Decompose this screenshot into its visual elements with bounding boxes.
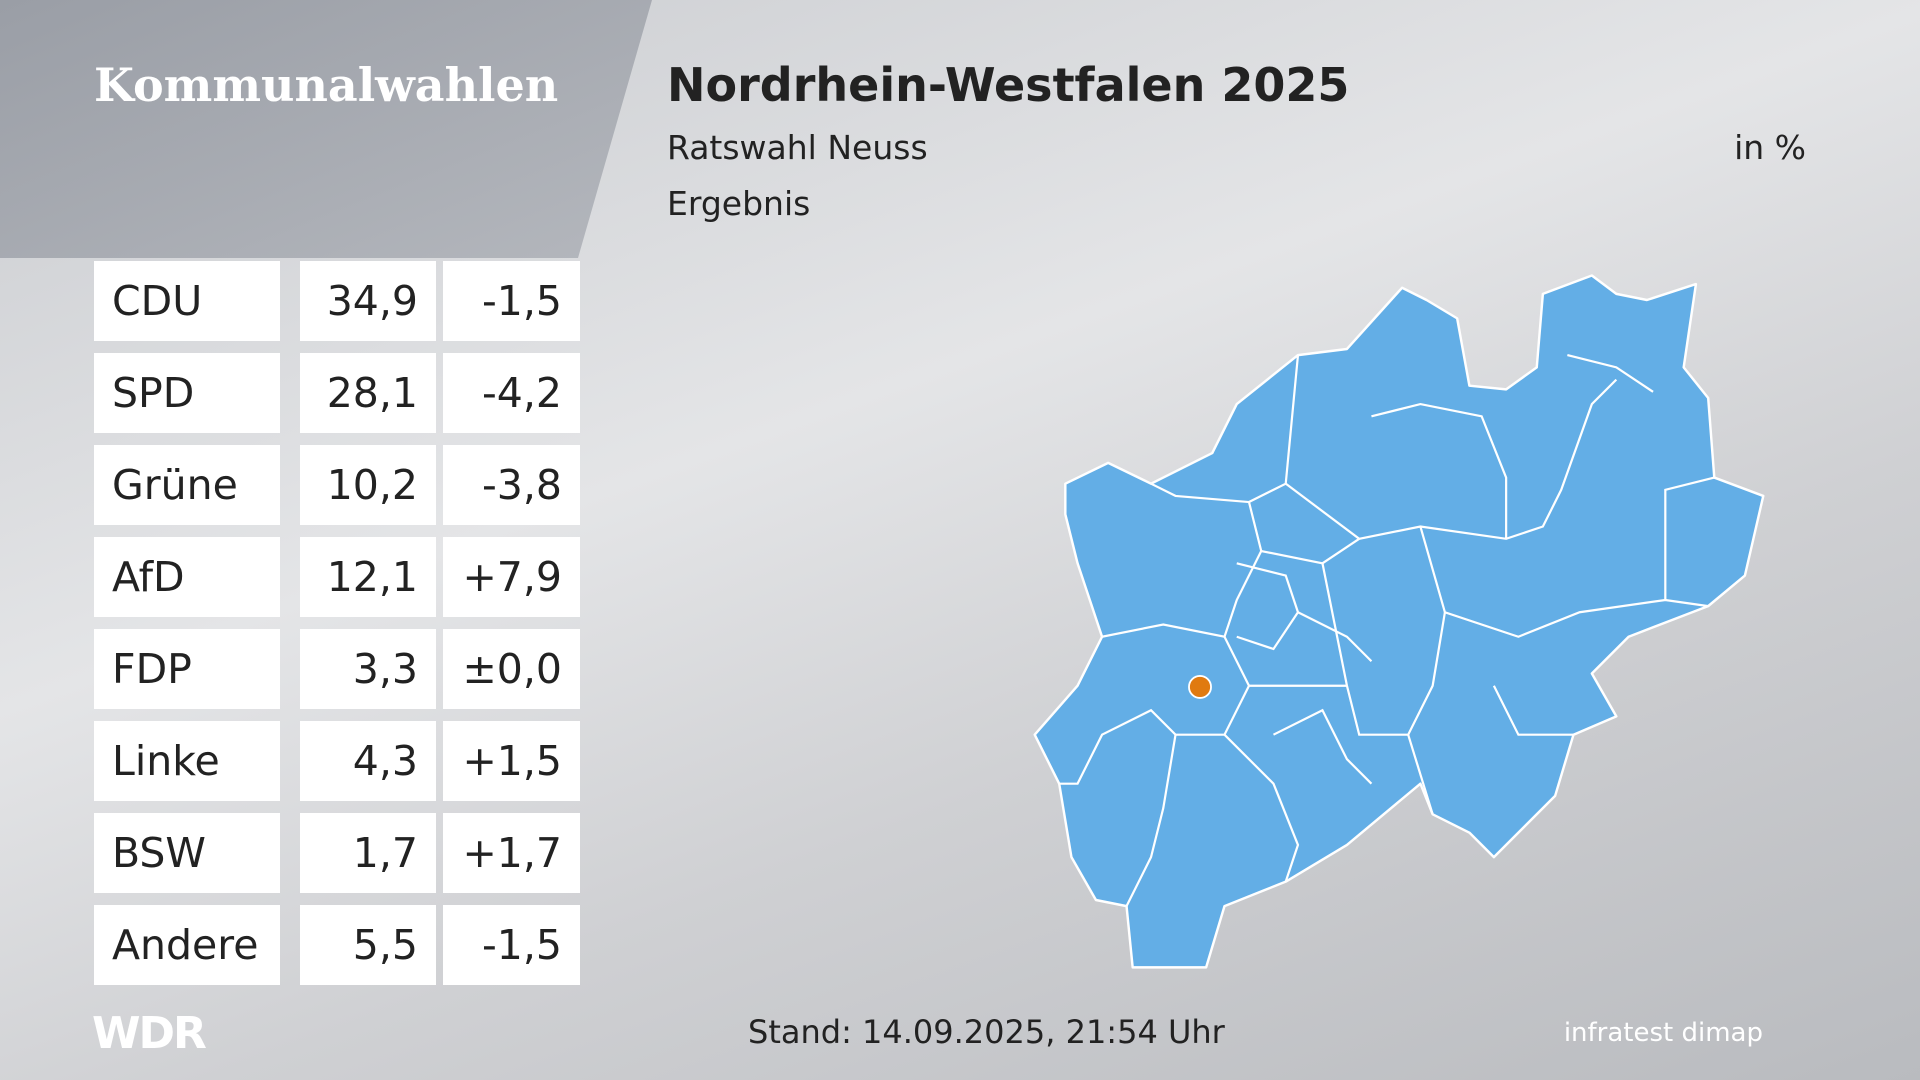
- share-cell: 34,9: [300, 261, 436, 341]
- change-cell: +7,9: [443, 537, 580, 617]
- caption: Ergebnis: [667, 184, 811, 223]
- unit: in %: [1734, 128, 1806, 167]
- map-state: [1033, 274, 1765, 969]
- party-cell: BSW: [94, 813, 280, 893]
- change-cell: ±0,0: [443, 629, 580, 709]
- party-cell: Grüne: [94, 445, 280, 525]
- map: [1033, 274, 1765, 969]
- change-cell: -3,8: [443, 445, 580, 525]
- brand: Kommunalwahlen: [94, 58, 559, 112]
- map-borders: [1059, 354, 1715, 907]
- brand-panel: [0, 0, 652, 258]
- party-cell: Andere: [94, 905, 280, 985]
- timestamp: Stand: 14.09.2025, 21:54 Uhr: [748, 1013, 1225, 1051]
- share-cell: 10,2: [300, 445, 436, 525]
- share-cell: 5,5: [300, 905, 436, 985]
- share-cell: 12,1: [300, 537, 436, 617]
- change-cell: -1,5: [443, 261, 580, 341]
- share-cell: 3,3: [300, 629, 436, 709]
- share-cell: 1,7: [300, 813, 436, 893]
- change-cell: -4,2: [443, 353, 580, 433]
- subtitle: Ratswahl Neuss: [667, 128, 928, 167]
- share-cell: 28,1: [300, 353, 436, 433]
- share-cell: 4,3: [300, 721, 436, 801]
- map-marker: [1188, 675, 1212, 699]
- change-cell: +1,7: [443, 813, 580, 893]
- logo: WDR: [92, 1008, 207, 1059]
- party-cell: SPD: [94, 353, 280, 433]
- party-cell: FDP: [94, 629, 280, 709]
- party-cell: CDU: [94, 261, 280, 341]
- party-cell: AfD: [94, 537, 280, 617]
- source: infratest dimap: [1563, 1018, 1763, 1048]
- change-cell: -1,5: [443, 905, 580, 985]
- title: Nordrhein-Westfalen 2025: [667, 58, 1350, 112]
- change-cell: +1,5: [443, 721, 580, 801]
- party-cell: Linke: [94, 721, 280, 801]
